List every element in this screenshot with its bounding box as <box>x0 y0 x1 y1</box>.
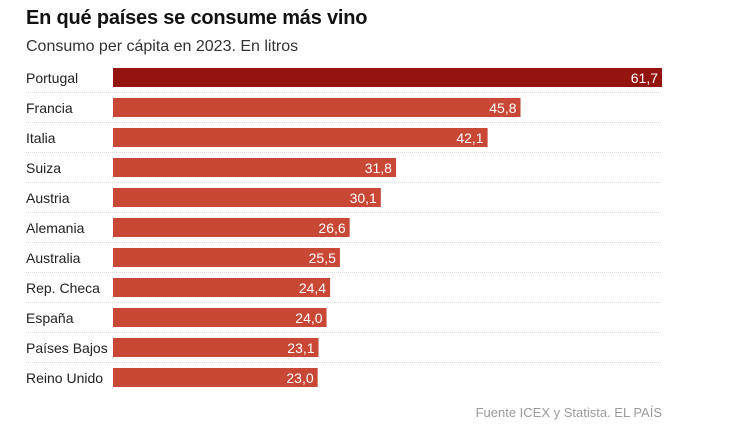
value-label: 26,6 <box>318 220 345 236</box>
bar <box>113 68 662 87</box>
chart-subtitle: Consumo per cápita en 2023. En litros <box>26 38 299 55</box>
category-label: Francia <box>26 100 73 116</box>
value-label: 24,0 <box>295 310 322 326</box>
bar-row: Alemania 26,6 <box>26 218 662 243</box>
category-label: España <box>26 310 74 326</box>
bar-row: Rep. Checa 24,4 <box>26 278 662 303</box>
bar <box>113 248 340 267</box>
value-label: 24,4 <box>299 280 326 296</box>
value-label: 42,1 <box>456 130 483 146</box>
bar-row: Portugal 61,7 <box>26 68 662 93</box>
value-label: 23,0 <box>286 370 313 386</box>
bar-row: Austria 30,1 <box>26 188 662 213</box>
bar-row: Reino Unido 23,0 <box>26 368 318 387</box>
category-label: Australia <box>26 250 81 266</box>
category-label: Portugal <box>26 70 78 86</box>
bar-row: Países Bajos 23,1 <box>26 338 662 363</box>
bar <box>113 218 350 237</box>
value-label: 61,7 <box>631 70 658 86</box>
bar-row: Francia 45,8 <box>26 98 662 123</box>
category-label: Países Bajos <box>26 340 108 356</box>
category-label: Suiza <box>26 160 61 176</box>
bar-row: Italia 42,1 <box>26 128 662 153</box>
value-label: 45,8 <box>489 100 516 116</box>
bar <box>113 338 319 357</box>
category-label: Italia <box>26 130 56 146</box>
bar-row: Suiza 31,8 <box>26 158 662 183</box>
bar-row: Australia 25,5 <box>26 248 662 273</box>
category-label: Reino Unido <box>26 370 103 386</box>
bar-row: España 24,0 <box>26 308 662 333</box>
category-label: Rep. Checa <box>26 280 100 296</box>
bar <box>113 368 318 387</box>
value-label: 31,8 <box>365 160 392 176</box>
value-label: 30,1 <box>350 190 377 206</box>
chart-title: En qué países se consume más vino <box>26 7 368 29</box>
category-label: Austria <box>26 190 70 206</box>
chart-source: Fuente ICEX y Statista. EL PAÍS <box>475 405 662 420</box>
bar <box>113 128 488 147</box>
bar <box>113 308 327 327</box>
bar <box>113 98 521 117</box>
bar <box>113 158 396 177</box>
value-label: 25,5 <box>309 250 336 266</box>
bar <box>113 188 381 207</box>
bar <box>113 278 331 297</box>
value-label: 23,1 <box>287 340 314 356</box>
category-label: Alemania <box>26 220 85 236</box>
